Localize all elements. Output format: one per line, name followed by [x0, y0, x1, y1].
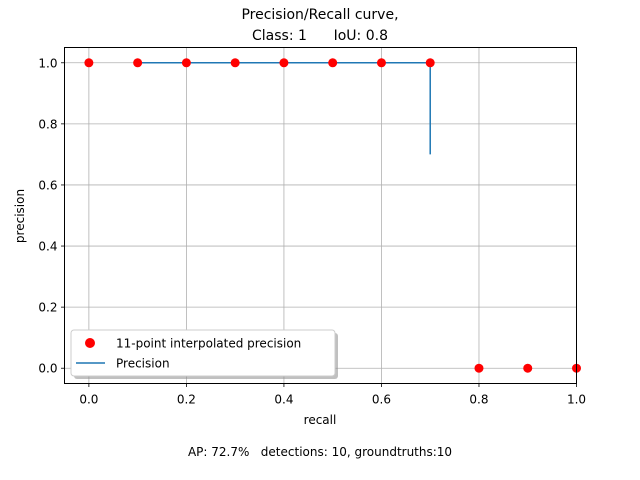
y-tick-label: 1.0	[38, 56, 57, 70]
interpolated-precision-point	[376, 58, 386, 68]
interpolated-precision-point	[84, 58, 94, 68]
y-tick-label: 0.8	[38, 117, 57, 131]
interpolated-precision-point	[474, 363, 484, 373]
y-tick-label: 0.4	[38, 240, 57, 254]
y-axis-label: precision	[13, 189, 27, 243]
legend-label-interpolated: 11-point interpolated precision	[116, 337, 301, 351]
precision-line-layer	[137, 62, 431, 155]
x-tick-label: 0.4	[274, 393, 293, 407]
chart-title-line-1: Precision/Recall curve,	[241, 7, 398, 23]
y-tick-label: 0.2	[38, 301, 57, 315]
x-tick-label: 0.0	[79, 393, 98, 407]
y-tick-label: 0.0	[38, 362, 57, 376]
x-tick-label: 0.6	[372, 393, 391, 407]
interpolated-points-layer	[84, 58, 581, 373]
interpolated-precision-point	[181, 58, 191, 68]
interpolated-precision-point	[328, 58, 338, 68]
precision-line	[137, 62, 431, 155]
legend-label-precision: Precision	[116, 357, 170, 371]
interpolated-precision-point	[133, 58, 143, 68]
interpolated-precision-point	[523, 363, 533, 373]
legend-marker-interpolated	[85, 338, 95, 348]
interpolated-precision-point	[230, 58, 240, 68]
legend-box	[70, 329, 336, 377]
plot-frame	[64, 47, 577, 384]
x-axis-label: recall	[304, 413, 337, 427]
interpolated-precision-point	[425, 58, 435, 68]
x-tick-label: 1.0	[567, 393, 586, 407]
legend: 11-point interpolated precision Precisio…	[70, 329, 338, 379]
axis-ticks: 0.0 0.2 0.4 0.6 0.8 1.0 0.0 0.2 0.4 0.6 0.8 1.0	[38, 56, 586, 406]
x-tick-label: 0.2	[177, 393, 196, 407]
y-tick-label: 0.6	[38, 178, 57, 192]
chart-title-line-2: Class: 1 IoU: 0.8	[252, 28, 388, 44]
interpolated-precision-point	[279, 58, 289, 68]
ap-summary-text: AP: 72.7% detections: 10, groundtruths:1…	[188, 445, 452, 459]
x-tick-label: 0.8	[469, 393, 488, 407]
